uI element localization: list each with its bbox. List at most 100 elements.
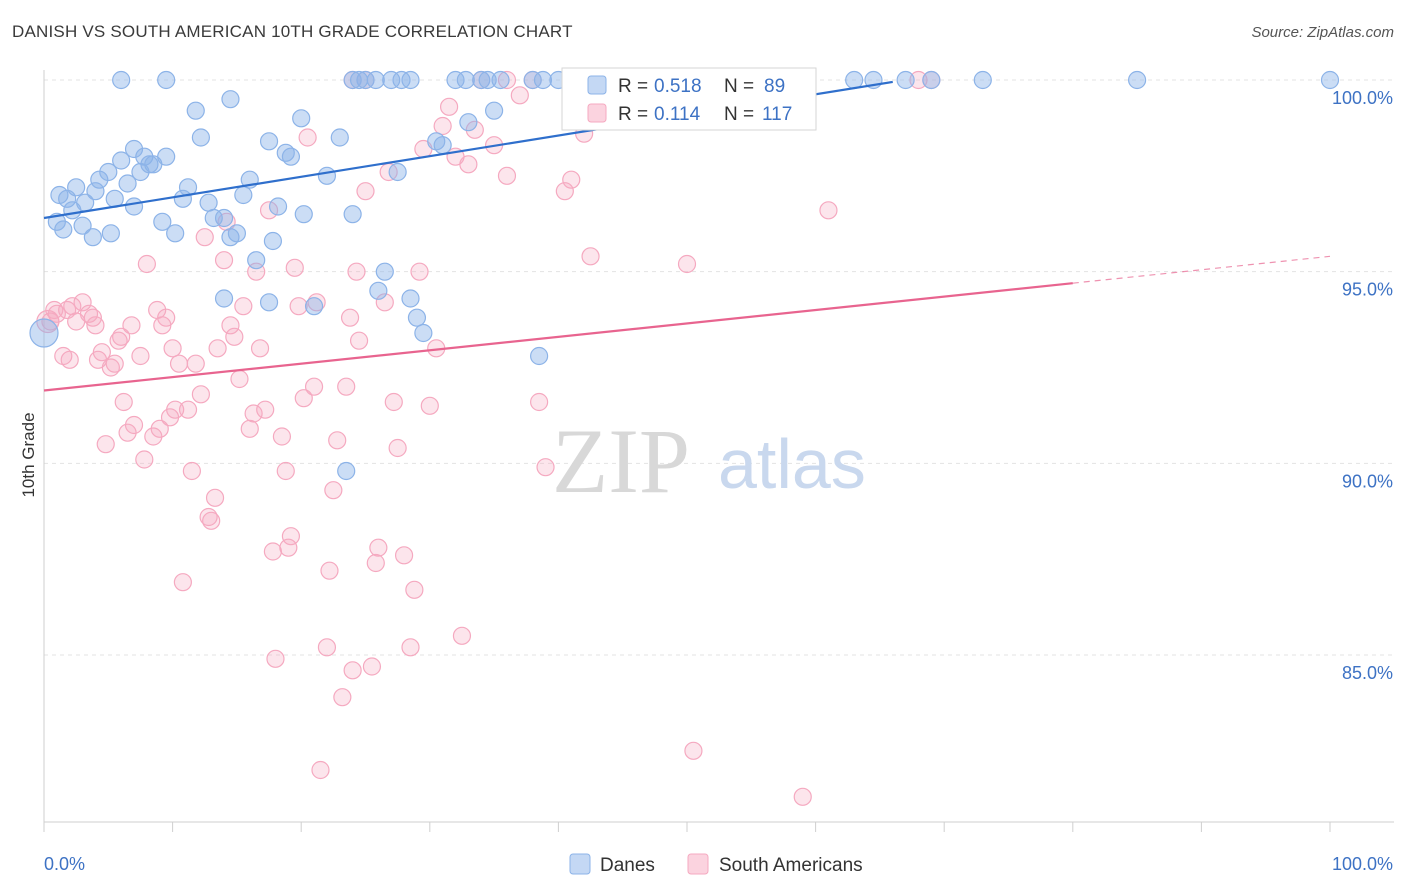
gridlines [44, 79, 1394, 656]
south-americans-point [677, 254, 697, 274]
danes-point [317, 166, 337, 185]
south-americans-point [362, 657, 382, 676]
danes-point [186, 101, 205, 120]
south-americans-point [317, 638, 337, 657]
south-americans-point [186, 354, 205, 373]
south-americans-point [684, 741, 703, 760]
danes-point [343, 205, 362, 224]
legend-south-r-value: 0.114 [654, 104, 701, 125]
danes-point [459, 113, 478, 132]
danes-point [234, 185, 253, 205]
south-americans-point [182, 461, 201, 481]
south-americans-point [250, 339, 270, 358]
legend-danes-swatch [587, 75, 607, 95]
danes-point [922, 70, 941, 90]
south-americans-point [266, 649, 285, 668]
legend-top: R = 0.518 N = 89 R = 0.114 N = 117 [561, 67, 817, 131]
south-americans-point [347, 262, 366, 281]
south-americans-point [324, 481, 343, 500]
legend-south-r-label: R = [618, 104, 648, 125]
south-americans-point [122, 316, 141, 335]
south-americans-point [150, 419, 169, 438]
danes-point [456, 70, 475, 90]
legend-bottom: Danes South Americans [569, 853, 863, 876]
danes-point [101, 224, 120, 243]
south-americans-point [320, 561, 339, 580]
bottom-legend-south-label: South Americans [719, 855, 863, 876]
south-americans-point [208, 339, 227, 358]
south-americans-trend-extension [1072, 255, 1331, 284]
danes-point [259, 132, 279, 151]
south-americans-point [793, 787, 812, 806]
legend-danes-n-value: 89 [764, 76, 785, 97]
danes-point [247, 251, 266, 270]
danes-point [140, 155, 159, 174]
south-americans-point [555, 182, 574, 201]
danes-point [199, 193, 218, 212]
south-americans-point [137, 254, 156, 274]
y-tick-labels: 100.0% 95.0% 90.0% 85.0% [1332, 88, 1393, 683]
bottom-legend-danes-swatch [569, 853, 591, 875]
danes-point [227, 224, 246, 243]
south-americans-point [497, 70, 517, 90]
watermark-atlas: atlas [718, 425, 866, 503]
danes-point [414, 323, 433, 343]
south-americans-point [581, 247, 600, 266]
legend-south-n-value: 117 [762, 104, 792, 125]
danes-point [221, 90, 240, 109]
chart-source: Source: ZipAtlas.com [1251, 24, 1394, 41]
south-americans-point [178, 400, 198, 419]
south-americans-point [63, 297, 82, 316]
south-americans-point [124, 415, 144, 435]
y-axis-title: 10th Grade [19, 412, 38, 497]
south-americans-point [439, 97, 459, 116]
south-americans-point [205, 488, 225, 507]
danes-point [166, 224, 185, 243]
danes-point [204, 208, 223, 228]
series-south-americans-points [36, 70, 941, 806]
south-americans-point [263, 542, 283, 561]
watermark-zip: ZIP [552, 410, 690, 512]
south-americans-point [410, 262, 429, 281]
south-americans-point [214, 251, 234, 270]
south-americans-point [497, 166, 517, 185]
south-americans-point [173, 573, 192, 592]
danes-point [67, 178, 86, 197]
south-americans-point [819, 201, 838, 220]
south-americans-point [536, 458, 555, 477]
danes-point [83, 228, 102, 247]
legend-south-swatch [587, 103, 607, 123]
south-americans-point [311, 760, 330, 780]
x-tick-labels: 0.0% 100.0% [44, 854, 1393, 874]
danes-point [294, 205, 313, 224]
south-americans-point [276, 461, 295, 481]
south-americans-point [73, 293, 92, 312]
bottom-legend-danes-label: Danes [600, 855, 655, 876]
danes-point [263, 231, 283, 251]
south-americans-point [366, 553, 385, 573]
danes-point [191, 128, 210, 147]
south-americans-point [256, 400, 275, 419]
south-americans-point [259, 201, 279, 220]
south-americans-point [169, 354, 189, 373]
danes-point [343, 70, 362, 90]
y-tick-label: 95.0% [1342, 280, 1393, 300]
south-americans-point [163, 339, 182, 358]
south-americans-point [47, 304, 66, 323]
danes-point [485, 101, 504, 120]
south-americans-point [337, 377, 356, 396]
south-americans-point [272, 427, 292, 446]
danes-point [337, 461, 356, 481]
legend-danes-n-label: N = [724, 76, 754, 97]
south-americans-point [433, 116, 452, 136]
y-tick-label: 90.0% [1342, 471, 1393, 491]
danes-point [845, 70, 864, 90]
danes-point [54, 220, 73, 239]
danes-point [99, 162, 118, 182]
south-americans-point [289, 297, 308, 316]
south-americans-point [909, 70, 928, 90]
danes-point [86, 182, 105, 201]
danes-point [523, 70, 542, 90]
south-americans-point [221, 316, 240, 335]
